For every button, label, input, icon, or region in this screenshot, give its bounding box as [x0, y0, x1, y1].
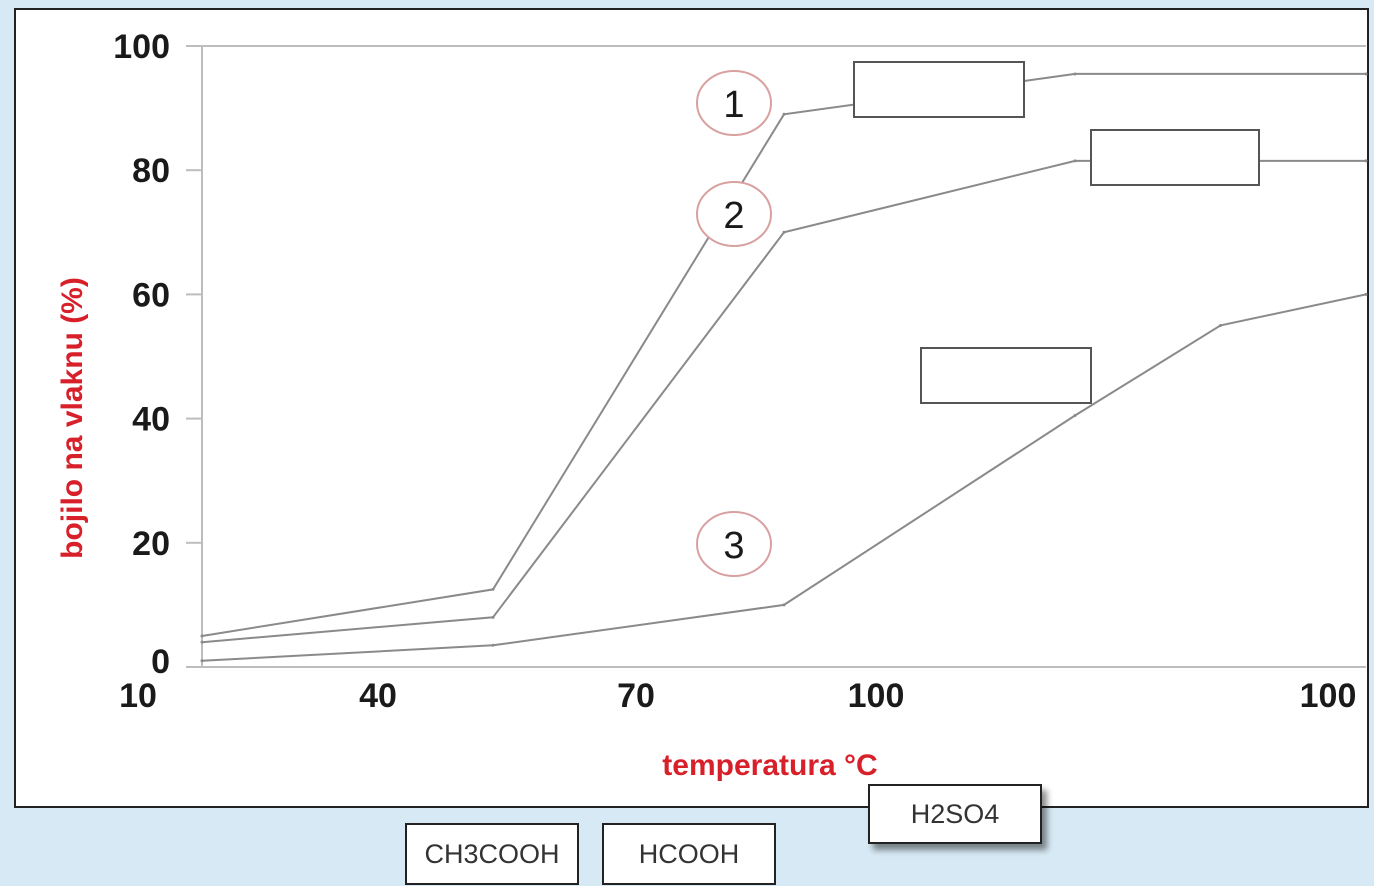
data-point	[1364, 159, 1368, 163]
drop-target-series-2[interactable]	[1090, 129, 1260, 186]
data-point	[1364, 72, 1368, 76]
x-tick-label: 70	[617, 677, 655, 715]
x-tick-label: 40	[359, 677, 397, 715]
y-tick-label: 100	[113, 28, 170, 66]
curve-label-1: 1	[723, 84, 744, 126]
curve-label-circle	[696, 511, 772, 577]
data-point	[782, 603, 786, 607]
x-tick-label: 100	[1300, 677, 1357, 715]
x-tick-label: 100	[848, 677, 905, 715]
data-point	[1073, 159, 1077, 163]
data-point	[200, 634, 204, 638]
curve-label-circle	[696, 181, 772, 247]
y-tick-label: 20	[132, 525, 170, 563]
series-line-3	[201, 293, 1367, 662]
y-tick-label: 0	[151, 643, 170, 681]
drop-target-series-3[interactable]	[920, 347, 1092, 404]
x-axis-title: temperatura °C	[662, 749, 877, 782]
y-tick-label: 80	[132, 152, 170, 190]
data-point	[1073, 72, 1077, 76]
data-point	[200, 640, 204, 644]
curve-label-circle	[696, 70, 772, 136]
data-point	[1364, 292, 1368, 296]
curve-label-2: 2	[723, 195, 744, 237]
drop-target-series-1[interactable]	[853, 61, 1025, 118]
data-point	[491, 643, 495, 647]
data-point	[200, 659, 204, 663]
draggable-label-ch3cooh[interactable]: CH3COOH	[405, 823, 579, 885]
curve-label-3: 3	[723, 525, 744, 567]
y-axis-title: bojilo na vlaknu (%)	[56, 277, 89, 559]
data-point	[1219, 323, 1222, 327]
data-point	[491, 587, 495, 591]
data-point	[782, 230, 786, 234]
data-point	[782, 112, 786, 116]
x-tick-label: 10	[119, 677, 157, 715]
draggable-label-hcooh[interactable]: HCOOH	[602, 823, 776, 885]
data-point	[1073, 413, 1077, 417]
data-point	[491, 615, 495, 619]
y-tick-label: 40	[132, 401, 170, 439]
draggable-label-h2so4[interactable]: H2SO4	[868, 784, 1042, 844]
y-tick-label: 60	[132, 276, 170, 314]
